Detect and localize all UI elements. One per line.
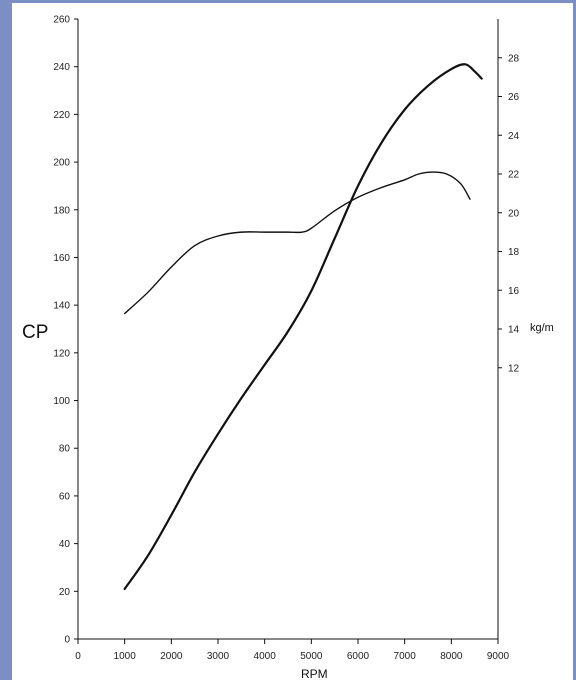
y-left-tick-label: 20 — [59, 587, 71, 598]
right-border — [573, 0, 576, 680]
series-layer — [123, 63, 483, 591]
top-border — [0, 0, 576, 3]
x-tick-label: 6000 — [347, 651, 370, 662]
power-curve-line — [123, 63, 483, 591]
y-right-tick-label: 24 — [508, 131, 520, 142]
y-left-tick-label: 60 — [59, 491, 71, 502]
y-axis-left-title: CP — [22, 322, 48, 343]
y-left-tick-label: 180 — [53, 205, 70, 216]
y-right-tick-label: 18 — [508, 247, 520, 258]
axes-layer — [77, 19, 499, 640]
y-left-tick-label: 100 — [53, 396, 70, 407]
x-tick-label: 8000 — [440, 651, 463, 662]
y-left-tick-label: 160 — [53, 253, 70, 264]
x-tick-label: 4000 — [254, 651, 277, 662]
x-tick-label: 9000 — [487, 651, 510, 662]
x-axis-title: RPM — [301, 667, 328, 680]
x-tick-label: 5000 — [300, 651, 323, 662]
y-left-tick-label: 80 — [59, 444, 71, 455]
ticks-layer: 0204060801001201401601802002202402601214… — [53, 15, 519, 663]
x-tick-label: 1000 — [114, 651, 137, 662]
y-axis-right-title: kg/m — [530, 322, 554, 334]
y-right-tick-label: 26 — [508, 92, 520, 103]
torque-curve-line — [123, 171, 471, 315]
y-right-tick-label: 14 — [508, 325, 520, 336]
y-right-tick-label: 12 — [508, 363, 520, 374]
y-right-tick-label: 28 — [508, 53, 520, 64]
left-border — [0, 0, 12, 680]
y-left-tick-label: 0 — [64, 635, 70, 646]
y-left-tick-label: 260 — [53, 15, 70, 26]
x-tick-label: 3000 — [207, 651, 230, 662]
y-right-tick-label: 16 — [508, 286, 520, 297]
y-left-tick-label: 40 — [59, 539, 71, 550]
y-left-tick-label: 120 — [53, 348, 70, 359]
y-left-tick-label: 140 — [53, 301, 70, 312]
x-tick-label: 0 — [75, 651, 81, 662]
y-left-tick-label: 200 — [53, 158, 70, 169]
x-tick-label: 7000 — [394, 651, 417, 662]
y-left-tick-label: 220 — [53, 110, 70, 121]
y-right-tick-label: 20 — [508, 208, 520, 219]
x-tick-label: 2000 — [160, 651, 183, 662]
y-left-tick-label: 240 — [53, 62, 70, 73]
y-right-tick-label: 22 — [508, 170, 520, 181]
